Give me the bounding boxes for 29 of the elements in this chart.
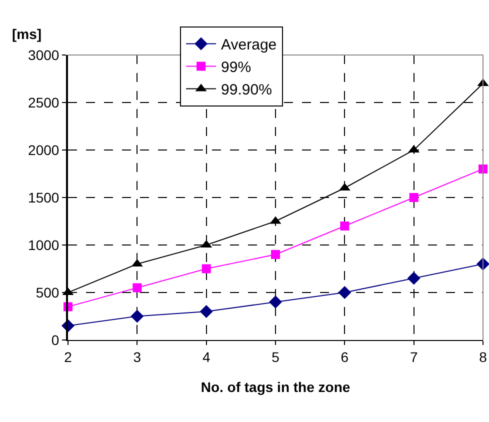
point [132, 283, 142, 292]
y-tick-label: 0 [51, 332, 60, 348]
x-tick-label: 2 [64, 348, 72, 365]
x-tick-label: 8 [479, 348, 488, 365]
point [200, 305, 213, 318]
y-tick-label: 2000 [28, 142, 60, 158]
legend-label: 99% [221, 59, 252, 76]
x-tick-label: 4 [202, 348, 210, 365]
x-tick-label: 3 [133, 348, 142, 365]
point [409, 193, 418, 202]
point [202, 264, 211, 274]
point [340, 222, 350, 230]
x-tick-label: 5 [272, 348, 280, 365]
legend-label: 99.90% [221, 82, 272, 99]
y-tick-label: 3000 [28, 46, 60, 63]
y-tick-label: 1000 [28, 236, 60, 253]
point [130, 310, 144, 323]
x-tick-label: 7 [410, 348, 418, 365]
x-tick-label: 6 [340, 348, 349, 365]
y-tick-label: 500 [36, 284, 60, 300]
legend-label: Average [221, 36, 277, 54]
point [338, 286, 352, 299]
point [271, 250, 280, 259]
y-tick-label: 1500 [28, 189, 60, 206]
point [407, 272, 420, 285]
y-axis-title: [ms] [12, 26, 42, 42]
y-tick-label: 2500 [28, 94, 60, 110]
x-axis-title: No. of tags in the zone [200, 379, 350, 396]
point [269, 296, 282, 308]
